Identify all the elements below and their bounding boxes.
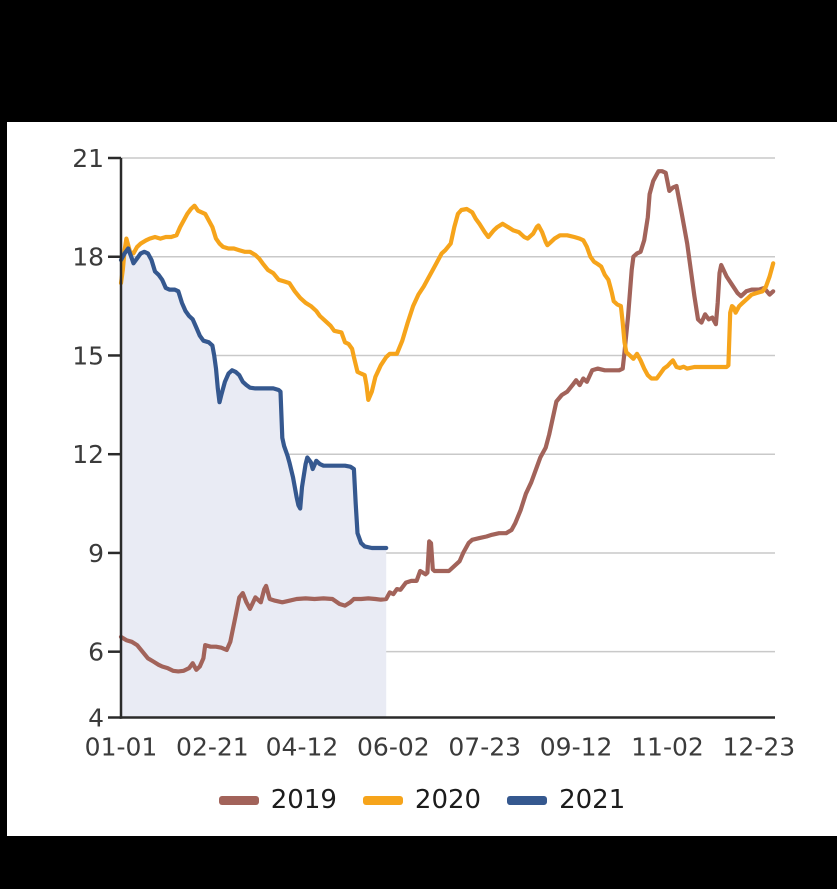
- legend-swatch-2021: [507, 795, 548, 805]
- x-tick-label: 01-01: [85, 733, 158, 762]
- legend-label-2020: 2020: [414, 785, 482, 815]
- legend-item-2021: 2021: [507, 787, 625, 813]
- x-tick-label: 02-21: [176, 733, 249, 762]
- chart-panel: 4 6 9 12 15 18 21 01-01 02-21 04-12 06-02 07-23 09-1…: [7, 122, 837, 836]
- series-line-2020: [118, 203, 776, 402]
- y-tick-label: 4: [88, 704, 104, 733]
- x-tick-label: 09-12: [540, 733, 613, 762]
- y-tick-label: 12: [72, 440, 104, 469]
- y-tick-label: 21: [72, 144, 104, 173]
- legend-swatch-2020: [362, 795, 403, 805]
- area-fill-2021: [121, 248, 387, 718]
- legend-item-2020: 2020: [362, 785, 482, 815]
- series-line-2019: [118, 169, 776, 674]
- series-line-2021: [118, 246, 389, 551]
- x-tick-label: 11-02: [631, 733, 704, 762]
- legend: 2019 2020 2021: [7, 778, 837, 822]
- legend-item-2019: 2019: [218, 785, 337, 815]
- x-tick-label: 04-12: [266, 733, 339, 762]
- legend-label-2019: 2019: [270, 785, 337, 815]
- y-tick-label: 18: [72, 243, 104, 272]
- y-tick-label: 15: [72, 341, 104, 370]
- x-tick-label: 07-23: [448, 733, 521, 762]
- chart-plot: 4 6 9 12 15 18 21 01-01 02-21 04-12 06-02 07-23 09-1…: [72, 144, 796, 762]
- x-tick-label: 12-23: [723, 733, 796, 762]
- y-tick-label: 9: [88, 539, 104, 568]
- legend-swatch-2019: [218, 795, 259, 805]
- x-tick-label: 06-02: [357, 733, 430, 762]
- legend-label-2021: 2021: [559, 785, 626, 815]
- y-tick-label: 6: [88, 638, 104, 667]
